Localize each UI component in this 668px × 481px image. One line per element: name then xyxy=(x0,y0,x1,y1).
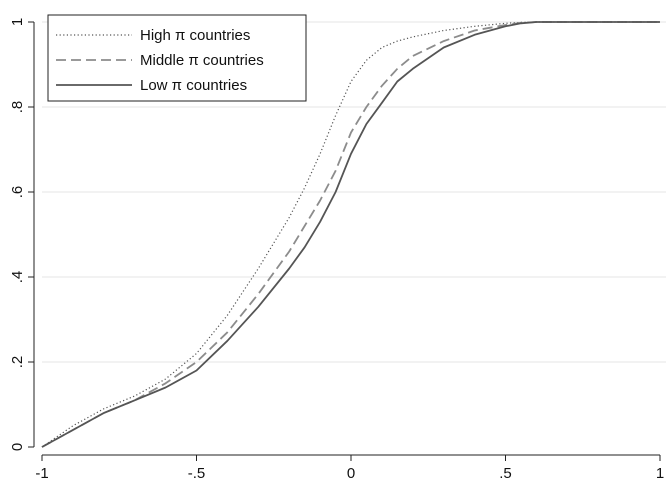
series-lines xyxy=(41,21,660,448)
legend-label-2: Low π countries xyxy=(140,77,247,94)
x-tick-label-1: -.5 xyxy=(188,465,206,481)
y-tick-label-3: .6 xyxy=(9,186,26,199)
y-tick-label-1: .2 xyxy=(9,356,26,369)
series-line-1 xyxy=(41,21,660,448)
x-tick-label-0: -1 xyxy=(35,465,48,481)
y-tick-label-5: 1 xyxy=(9,18,26,26)
y-tick-label-2: .4 xyxy=(9,271,26,284)
series-line-0 xyxy=(41,21,660,448)
y-tick-label-4: .8 xyxy=(9,101,26,114)
legend-label-0: High π countries xyxy=(140,27,250,44)
legend-label-1: Middle π countries xyxy=(140,52,264,69)
y-axis-ticks: 0 .2 .4 .6 .8 1 xyxy=(9,18,34,451)
legend: High π countries Middle π countries Low π … xyxy=(47,14,307,102)
x-axis-ticks: -1 -.5 0 .5 1 xyxy=(35,455,664,481)
x-tick-label-3: .5 xyxy=(499,465,512,481)
series-line-2 xyxy=(41,21,660,448)
y-tick-label-0: 0 xyxy=(9,443,26,451)
legend-box xyxy=(47,14,307,102)
x-tick-label-4: 1 xyxy=(656,465,664,481)
x-tick-label-2: 0 xyxy=(347,465,355,481)
